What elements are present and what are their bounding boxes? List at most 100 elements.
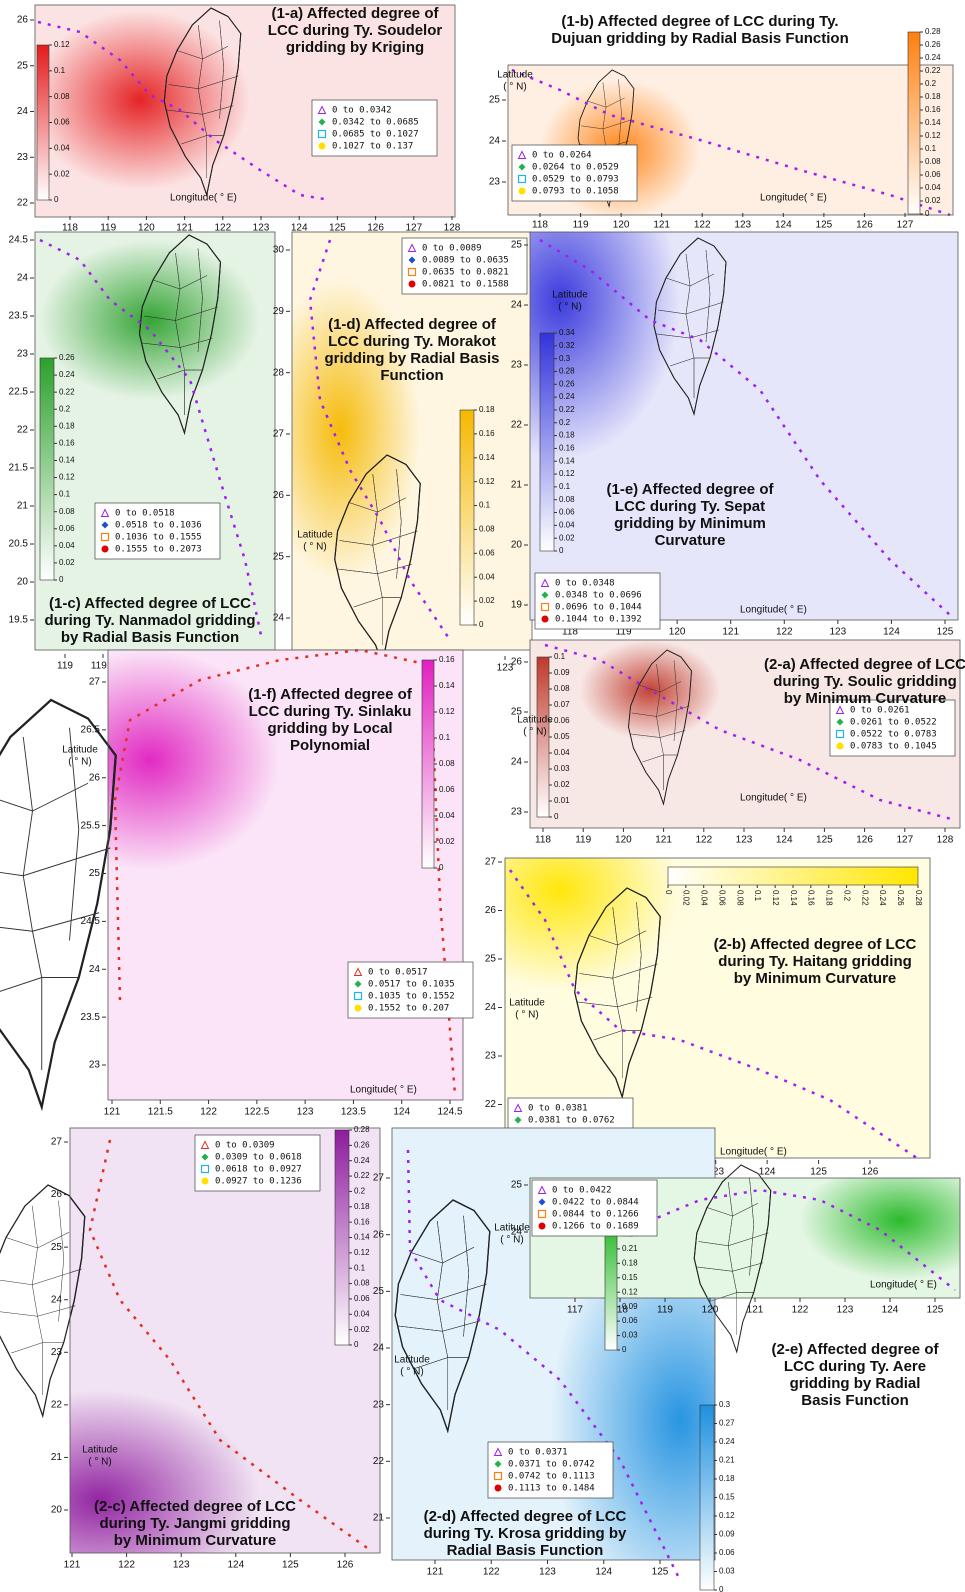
x-tick-label: 126 <box>337 1560 354 1571</box>
colorbar-label: 0.03 <box>554 764 570 773</box>
x-axis-label: Longitude( ° E) <box>170 193 237 204</box>
colorbar-label: 0.18 <box>479 405 495 414</box>
x-tick-label: 123.5 <box>341 1107 366 1118</box>
y-tick-label: 26 <box>373 1229 385 1240</box>
colorbar-label: 0.16 <box>439 655 455 664</box>
colorbar-label: 0.04 <box>54 143 70 152</box>
legend-label: 0.0261 to 0.0522 <box>850 718 937 728</box>
colorbar-label: 0.28 <box>925 27 941 36</box>
legend-label: 0.0348 to 0.0696 <box>555 591 642 601</box>
colorbar-label: 0 <box>622 1345 627 1354</box>
x-tick-label: 125 <box>810 1167 827 1178</box>
y-tick-label: 25 <box>485 954 497 965</box>
legend-label: 0 to 0.0518 <box>115 509 175 519</box>
colorbar-label: 0.08 <box>59 507 75 516</box>
hotspot <box>20 650 280 870</box>
colorbar-label: 0.12 <box>439 707 455 716</box>
x-tick-label: 124 <box>759 1167 776 1178</box>
colorbar-label: 0 <box>925 209 930 218</box>
legend-label: 0.0089 to 0.0635 <box>422 256 509 266</box>
colorbar-label: 0.08 <box>735 890 744 906</box>
legend-label: 0.0783 to 0.1045 <box>850 742 937 752</box>
legend-marker <box>102 546 109 553</box>
colorbar-label: 0.21 <box>622 1244 638 1253</box>
colorbar-label: 0.28 <box>559 367 575 376</box>
colorbar-label: 0.22 <box>860 890 869 906</box>
colorbar-label: 0 <box>354 1340 359 1349</box>
colorbar-label: 0.12 <box>559 469 575 478</box>
colorbar-label: 0.1 <box>559 482 571 491</box>
colorbar-label: 0.02 <box>682 890 691 906</box>
panel-title: (2-a) Affected degree of LCC <box>764 656 965 673</box>
x-tick-label: 121 <box>653 220 670 231</box>
colorbar-label: 0.04 <box>439 811 455 820</box>
colorbar-label: 0.09 <box>554 668 570 677</box>
colorbar-label: 0.02 <box>54 169 70 178</box>
legend-label: 0.0618 to 0.0927 <box>215 1165 302 1175</box>
x-tick-label: 122 <box>118 1560 135 1571</box>
y-axis-label: Latitude <box>494 1223 530 1234</box>
colorbar-label: 0.08 <box>554 684 570 693</box>
y-tick-label: 22 <box>373 1456 385 1467</box>
y-tick-label: 24.5 <box>81 916 101 927</box>
panel-title: LCC during Ty. Morakot <box>328 333 496 350</box>
colorbar-label: 0.02 <box>439 837 455 846</box>
legend-marker <box>539 1223 546 1230</box>
colorbar-label: 0.18 <box>59 421 75 430</box>
y-axis-label: ( ° N) <box>523 727 546 738</box>
y-tick-label: 26 <box>17 15 29 26</box>
legend-label: 0.0381 to 0.0762 <box>528 1116 615 1126</box>
colorbar-label: 0.14 <box>59 456 75 465</box>
y-tick-label: 25 <box>273 551 285 562</box>
y-tick-label: 20 <box>511 540 523 551</box>
x-tick-label: 121 <box>747 1305 764 1316</box>
y-tick-label: 20.5 <box>9 539 29 550</box>
legend-marker <box>837 743 844 750</box>
colorbar <box>422 660 434 868</box>
legend-marker <box>495 1485 502 1492</box>
x-tick-label: 121 <box>722 627 739 638</box>
colorbar <box>908 32 920 214</box>
panel-title: during Ty. Jangmi gridding <box>99 1515 290 1532</box>
y-tick-label: 22.5 <box>9 387 29 398</box>
y-tick-label: 23 <box>485 1051 497 1062</box>
colorbar-label: 0.16 <box>807 890 816 906</box>
panel-title: Basis Function <box>801 1392 909 1409</box>
colorbar-label: 0.12 <box>719 1511 735 1520</box>
legend-label: 0.1036 to 0.1555 <box>115 533 202 543</box>
legend-marker <box>319 143 326 150</box>
panel-title: (1-f) Affected degree of <box>248 686 413 703</box>
panel-title: by Minimum Curvature <box>114 1532 277 1549</box>
panel-title: by Minimum Curvature <box>784 690 947 707</box>
figure: 1181191201211221231241251261271282223242… <box>0 0 965 1592</box>
colorbar-label: 0.14 <box>439 681 455 690</box>
colorbar-label: 0 <box>554 812 559 821</box>
legend-label: 0.0522 to 0.0783 <box>850 730 937 740</box>
y-tick-label: 20 <box>51 1505 63 1516</box>
colorbar-label: 0.15 <box>719 1493 735 1502</box>
x-tick-label: 125 <box>816 220 833 231</box>
legend-label: 0.0422 to 0.0844 <box>552 1198 639 1208</box>
colorbar-label: 0.3 <box>559 354 571 363</box>
x-tick-label: 121 <box>64 1560 81 1571</box>
y-tick-label: 23 <box>511 807 523 818</box>
y-tick-label: 24 <box>89 964 101 975</box>
legend-label: 0 to 0.0381 <box>528 1104 588 1114</box>
colorbar-label: 0.28 <box>354 1125 370 1134</box>
colorbar-label: 0.18 <box>825 890 834 906</box>
colorbar-label: 0.08 <box>559 495 575 504</box>
x-tick-label: 122 <box>694 220 711 231</box>
panel-title: LCC during Ty. Aere <box>784 1358 926 1375</box>
x-tick-label: 120 <box>702 1305 719 1316</box>
legend-label: 0 to 0.0422 <box>552 1186 612 1196</box>
colorbar-label: 0.06 <box>479 548 495 557</box>
colorbar-label: 0.04 <box>700 890 709 906</box>
colorbar-label: 0.1 <box>354 1263 366 1272</box>
x-tick-label: 124 <box>595 1567 612 1578</box>
y-axis-label: Latitude <box>509 998 545 1009</box>
colorbar-label: 0.02 <box>59 558 75 567</box>
colorbar-label: 0.16 <box>925 105 941 114</box>
x-tick-label: 120 <box>669 627 686 638</box>
y-tick-label: 25 <box>511 240 523 251</box>
